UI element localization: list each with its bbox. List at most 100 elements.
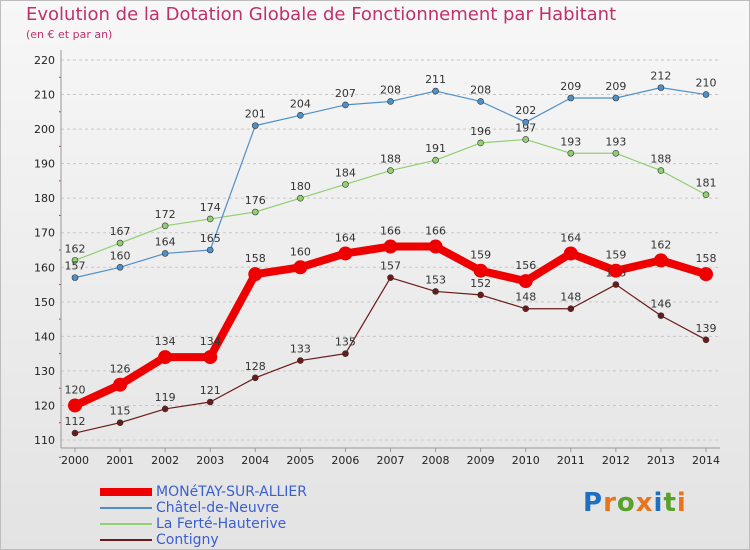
logo-letter: o [616,488,636,518]
data-point [653,253,668,268]
data-point [387,167,394,174]
data-label: 180 [290,180,311,193]
x-tick-label: 2007 [377,454,405,467]
logo-letter: x [635,488,654,518]
data-label: 152 [470,277,491,290]
data-point [251,208,259,216]
data-point [608,263,623,278]
data-point [477,291,484,299]
x-tick-label: 2009 [467,454,495,467]
data-point [702,91,710,98]
data-label: 184 [335,166,356,179]
data-label: 211 [425,73,446,86]
data-point [206,215,214,223]
chart-title: Evolution de la Dotation Globale de Fonc… [26,4,617,25]
logo-letter: t [663,488,677,518]
data-label: 212 [650,70,671,83]
data-point [522,305,530,313]
data-point [116,263,124,271]
data-label: 176 [245,194,266,207]
data-label: 166 [380,225,401,238]
data-point [297,111,304,119]
data-point [116,419,124,427]
data-point [612,94,620,102]
legend-item: La Ferté-Hauterive [100,516,307,532]
data-label: 146 [650,298,671,311]
data-label: 157 [380,260,401,273]
data-point [657,84,665,91]
y-tick-label: 200 [34,123,55,136]
y-tick-label: 110 [34,434,55,447]
data-point [342,181,349,188]
data-point [338,246,353,261]
legend-label: MONéTAY-SUR-ALLIER [156,484,307,500]
legend-swatch [100,523,152,525]
data-point [567,94,575,102]
data-label: 162 [65,242,86,255]
data-point [248,267,263,282]
data-label: 174 [200,201,221,214]
data-point [158,350,173,365]
data-point [567,149,575,157]
data-point [297,357,304,364]
data-label: 167 [110,225,131,238]
data-label: 134 [200,335,221,348]
data-point [387,274,394,281]
data-label: 120 [65,383,86,396]
data-point [251,122,259,129]
data-point [477,98,484,105]
data-point [161,405,169,413]
data-label: 193 [560,135,581,148]
legend-label: Châtel-de-Neuvre [156,500,280,516]
data-label: 193 [605,135,626,148]
x-tick-label: 2005 [286,454,314,467]
data-point [612,281,620,288]
data-label: 112 [65,415,86,428]
x-tick-label: 2010 [512,454,540,467]
legend-swatch [100,507,152,509]
data-label: 160 [290,245,311,258]
data-label: 208 [380,83,401,96]
data-point [473,263,488,278]
data-label: 158 [245,252,266,265]
data-label: 164 [560,231,581,244]
y-tick-label: 150 [34,296,55,309]
data-point [432,156,439,164]
data-label: 210 [696,77,717,90]
data-point [71,257,79,264]
y-tick-label: 180 [34,192,55,205]
y-tick-label: 170 [34,227,55,240]
data-point [342,350,349,357]
y-tick-label: 120 [34,399,55,412]
legend-item: MONéTAY-SUR-ALLIER [100,484,307,500]
x-tick-label: 2000 [61,454,89,467]
legend-label: Contigny [156,532,219,548]
data-point [116,239,124,247]
legend-item: Châtel-de-Neuvre [100,500,307,516]
y-tick-label: 130 [34,365,55,378]
data-point [432,87,439,95]
data-label: 188 [380,153,401,166]
x-tick-label: 2013 [647,454,675,467]
legend-swatch [100,488,152,496]
data-label: 209 [560,80,581,93]
x-tick-label: 2011 [557,454,585,467]
y-tick-label: 220 [34,54,55,67]
y-tick-label: 140 [34,330,55,343]
data-label: 159 [605,249,626,262]
data-point [251,374,259,382]
legend-item: Contigny [100,532,307,548]
data-label: 164 [335,231,356,244]
x-tick-label: 2012 [602,454,630,467]
data-point [387,98,394,105]
data-point [657,312,665,319]
data-label: 201 [245,108,266,121]
logo-letter: i [676,488,687,518]
data-point [68,398,82,413]
logo-letter: i [653,488,664,518]
data-label: 159 [470,249,491,262]
data-point [161,222,169,230]
data-label: 126 [110,363,131,376]
